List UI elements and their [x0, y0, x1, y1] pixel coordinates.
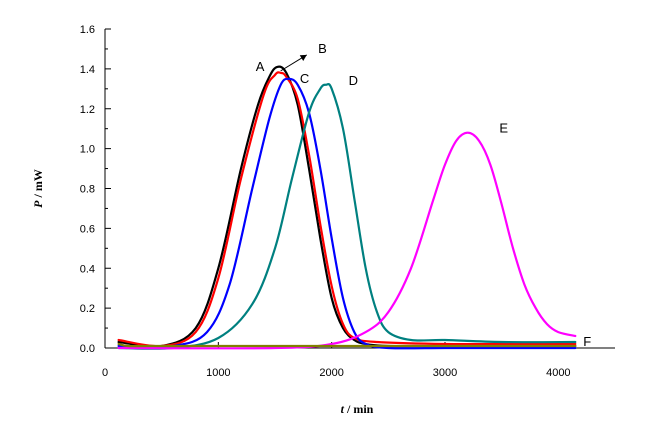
axes: 0.0 0.2 0.4 0.6 0.8 1.0 1.2 1.4 1.6 0 1000 2000 3000… — [80, 24, 615, 379]
y-tick-label: 0.4 — [80, 263, 95, 275]
y-tick-label: 0.8 — [80, 184, 95, 196]
y-tick-label: 0.2 — [80, 303, 95, 315]
y-tick-label: 0.6 — [80, 223, 95, 235]
y-tick-label: 1.6 — [80, 24, 95, 36]
y-tick-label: 1.0 — [80, 144, 95, 156]
y-tick-label: 0.0 — [80, 343, 95, 355]
x-tick-label: 2000 — [319, 367, 343, 379]
x-axis-title: t / min — [341, 402, 374, 416]
series-line-d — [117, 82, 577, 350]
series-layer — [117, 65, 577, 350]
x-tick-label: 0 — [102, 367, 108, 379]
series-line-b — [117, 71, 577, 348]
x-axis-var: t — [341, 402, 345, 416]
curve-label-e: E — [499, 121, 508, 136]
y-tick-label: 1.2 — [80, 104, 95, 116]
y-axis-unit: / mW — [31, 169, 45, 200]
curve-label-f: F — [583, 334, 591, 349]
curve-label-d: D — [349, 73, 358, 88]
y-axis-var: P — [31, 200, 45, 208]
curve-label-arrow-head — [299, 54, 307, 61]
curve-label-b: B — [318, 41, 327, 56]
series-line-f — [117, 342, 577, 348]
labels-layer: A BC D E F — [256, 41, 592, 349]
x-tick-label: 3000 — [433, 367, 457, 379]
series-line-c — [117, 77, 577, 350]
curve-label-a: A — [256, 59, 265, 74]
x-tick-label: 4000 — [546, 367, 570, 379]
x-tick-label: 1000 — [206, 367, 230, 379]
curve-label-c: C — [300, 71, 309, 86]
y-axis-title: P / mW — [31, 169, 45, 208]
series-line-a — [117, 65, 577, 348]
x-axis-unit: / min — [344, 402, 374, 416]
y-tick-label: 1.4 — [80, 64, 95, 76]
series-line-e — [117, 131, 577, 350]
